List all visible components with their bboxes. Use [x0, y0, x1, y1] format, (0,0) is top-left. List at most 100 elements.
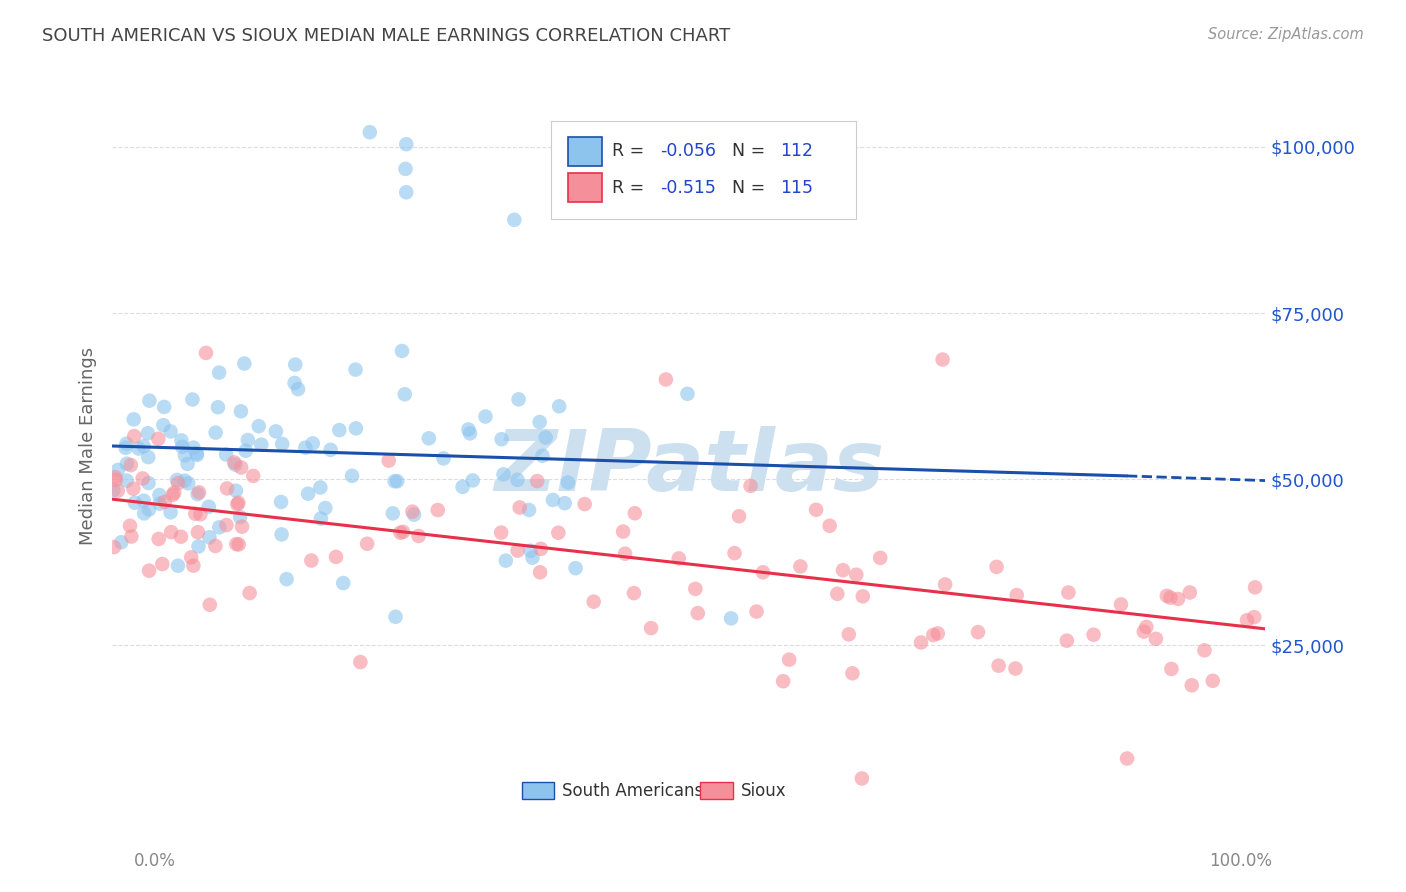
Point: [534, 431, 557, 445]
Point: [136, 426, 159, 441]
Point: [207, 401, 229, 415]
Point: [160, 525, 183, 540]
Point: [509, 500, 531, 515]
Point: [225, 483, 247, 498]
Bar: [568, 173, 603, 202]
Point: [623, 586, 645, 600]
Point: [107, 483, 129, 498]
Point: [910, 635, 932, 649]
Point: [153, 400, 176, 414]
Point: [804, 502, 827, 516]
Point: [309, 511, 332, 525]
Point: [132, 493, 155, 508]
Point: [492, 467, 515, 482]
Point: [215, 448, 238, 462]
Point: [176, 457, 198, 471]
Point: [287, 382, 309, 396]
Point: [1236, 613, 1258, 627]
Point: [740, 479, 762, 493]
Point: [394, 161, 416, 176]
Point: [284, 376, 307, 390]
Point: [340, 468, 363, 483]
Point: [827, 587, 849, 601]
Point: [159, 505, 181, 519]
Point: [153, 495, 176, 509]
Point: [394, 387, 416, 401]
Point: [506, 543, 529, 558]
Point: [270, 495, 292, 509]
Point: [198, 530, 221, 544]
Point: [224, 455, 246, 469]
Point: [474, 409, 496, 424]
Point: [148, 432, 170, 446]
Point: [519, 543, 541, 558]
Point: [149, 497, 172, 511]
Point: [159, 425, 181, 439]
Point: [104, 470, 127, 484]
Point: [186, 448, 208, 462]
Point: [491, 432, 513, 446]
Point: [264, 425, 287, 439]
Point: [845, 567, 868, 582]
Point: [377, 453, 399, 467]
Point: [150, 557, 173, 571]
Point: [250, 437, 273, 451]
Point: [838, 627, 860, 641]
Point: [118, 518, 141, 533]
Point: [284, 358, 307, 372]
Point: [723, 546, 745, 560]
Point: [270, 527, 292, 541]
Point: [529, 566, 551, 580]
Point: [529, 415, 551, 429]
Point: [987, 658, 1010, 673]
Point: [451, 480, 474, 494]
Text: -0.515: -0.515: [661, 178, 716, 197]
Point: [187, 540, 209, 554]
Point: [314, 501, 336, 516]
Point: [418, 431, 440, 445]
Text: Source: ZipAtlas.com: Source: ZipAtlas.com: [1208, 27, 1364, 42]
Point: [174, 449, 197, 463]
Point: [167, 558, 190, 573]
Bar: [522, 782, 554, 798]
Point: [122, 412, 145, 426]
Point: [107, 463, 129, 477]
Point: [242, 469, 264, 483]
Point: [188, 485, 211, 500]
Point: [198, 500, 221, 514]
Point: [208, 366, 231, 380]
Point: [967, 625, 990, 640]
Point: [136, 450, 159, 464]
Point: [239, 586, 262, 600]
Point: [152, 418, 174, 433]
Point: [668, 551, 690, 566]
Point: [1133, 624, 1156, 639]
Point: [395, 137, 418, 152]
Point: [1005, 588, 1028, 602]
Point: [1167, 591, 1189, 606]
Point: [170, 530, 193, 544]
Point: [574, 497, 596, 511]
Point: [389, 525, 412, 540]
Point: [183, 558, 205, 573]
Point: [564, 561, 586, 575]
Point: [851, 772, 873, 786]
Point: [922, 628, 945, 642]
Point: [170, 434, 193, 448]
Point: [554, 496, 576, 510]
Y-axis label: Median Male Earnings: Median Male Earnings: [79, 347, 97, 545]
Text: 100.0%: 100.0%: [1209, 852, 1272, 870]
Point: [138, 564, 160, 578]
Point: [401, 505, 423, 519]
Point: [229, 510, 252, 524]
Point: [301, 436, 323, 450]
Text: ZIPatlas: ZIPatlas: [494, 426, 884, 509]
Point: [172, 440, 194, 454]
Point: [1160, 662, 1182, 676]
Point: [195, 346, 218, 360]
Point: [299, 553, 322, 567]
Point: [1156, 589, 1178, 603]
Point: [557, 475, 579, 490]
Point: [640, 621, 662, 635]
Point: [526, 474, 548, 488]
